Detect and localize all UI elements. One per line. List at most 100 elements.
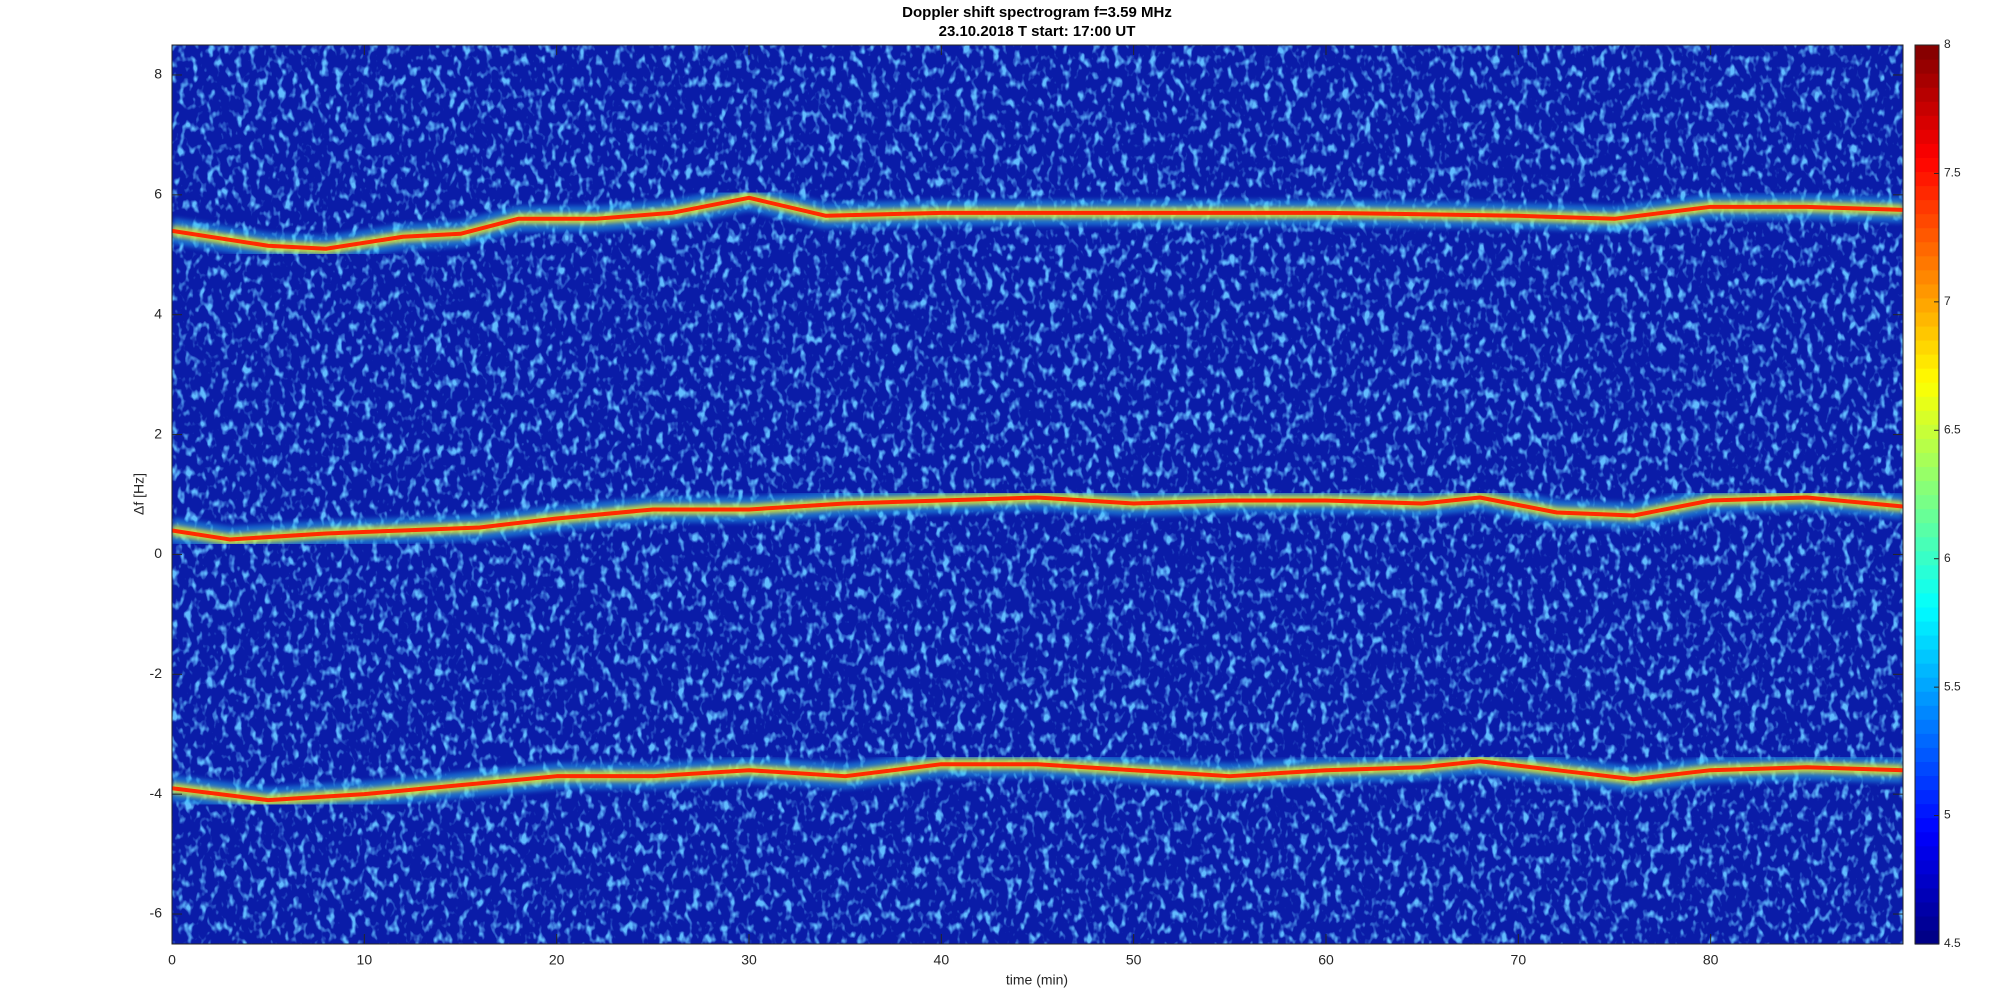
colorbar-cell [1915,227,1939,243]
colorbar-cell [1915,87,1939,102]
colorbar-cell [1915,143,1939,158]
colorbar-cell [1915,382,1939,397]
colorbar-cell [1915,817,1939,833]
trace [172,495,1903,542]
colorbar-cell [1915,803,1939,819]
x-axis-label: time (min) [1006,972,1068,988]
colorbar-tick-label: 7 [1944,294,1951,308]
y-tick-label: -4 [150,785,163,801]
colorbar-tick-label: 5.5 [1944,679,1961,693]
colorbar-cell [1915,396,1939,411]
trace [172,195,1903,251]
traces [172,184,1903,814]
colorbar-cell [1915,438,1939,453]
colorbar-tick-label: 6 [1944,551,1951,565]
colorbar-cell [1915,45,1939,60]
colorbar-cell [1915,59,1939,74]
colorbar-cell [1915,775,1939,791]
colorbar-cell [1915,466,1939,482]
colorbar-cell [1915,101,1939,116]
colorbar-cell [1915,325,1939,341]
x-tick-label: 40 [934,952,950,968]
colorbar-cell [1915,536,1939,552]
x-tick-label: 70 [1511,952,1527,968]
colorbar-cell [1915,410,1939,425]
colorbar-cell [1915,157,1939,173]
colorbar-cell [1915,719,1939,734]
colorbar-cell [1915,761,1939,777]
colorbar-tick-label: 8 [1944,37,1951,51]
colorbar-tick-label: 4.5 [1944,936,1961,950]
x-tick-label: 80 [1703,952,1719,968]
colorbar-cell [1915,522,1939,538]
colorbar-cell [1915,873,1939,889]
colorbar-cell [1915,649,1939,664]
x-tick-label: 0 [168,952,176,968]
colorbar-cell [1915,213,1939,229]
colorbar-cell [1915,691,1939,706]
colorbar-cell [1915,269,1939,285]
colorbar-cell [1915,733,1939,748]
colorbar-cell [1915,424,1939,439]
y-tick-label: 4 [154,305,162,321]
colorbar-cell [1915,508,1939,524]
y-tick-label: 8 [154,66,162,82]
colorbar-cell [1915,592,1939,608]
colorbar-cell [1915,171,1939,187]
y-axis-label: Δf [Hz] [131,473,147,515]
colorbar-cell [1915,129,1939,144]
x-tick-label: 20 [549,952,565,968]
colorbar-cell [1915,929,1939,945]
colorbar-cell [1915,311,1939,327]
y-tick-label: -2 [150,665,163,681]
colorbar-cell [1915,845,1939,861]
colorbar-cell [1915,564,1939,580]
chart-title: Doppler shift spectrogram f=3.59 MHz [902,4,1172,21]
plot-frame [171,44,1904,945]
y-tick-label: 2 [154,425,162,441]
x-tick-label: 10 [357,952,373,968]
colorbar-cell [1915,480,1939,496]
colorbar-cell [1915,789,1939,805]
trace [172,759,1903,803]
colorbar-cell [1915,677,1939,692]
colorbar-cell [1915,115,1939,130]
colorbar-cell [1915,73,1939,88]
colorbar-cell [1915,241,1939,257]
y-tick-label: 6 [154,186,162,202]
colorbar-cell [1915,859,1939,875]
colorbar-tick-label: 7.5 [1944,166,1961,180]
colorbar-cell [1915,185,1939,201]
colorbar: 4.5 5 5.5 6 6.5 7 7.5 8 [1914,37,1961,950]
y-tick-label: -6 [150,905,163,921]
colorbar-cell [1915,831,1939,847]
colorbar-tick-label: 5 [1944,808,1951,822]
colorbar-cell [1915,663,1939,678]
colorbar-cell [1915,283,1939,299]
colorbar-cell [1915,452,1939,468]
y-tick-label: 0 [154,545,162,561]
x-tick-label: 50 [1126,952,1142,968]
colorbar-tick-label: 6.5 [1944,422,1961,436]
colorbar-cell [1915,915,1939,931]
x-tick-label: 30 [741,952,757,968]
colorbar-cell [1915,339,1939,355]
colorbar-cell [1915,297,1939,313]
colorbar-cell [1915,550,1939,566]
colorbar-cell [1915,606,1939,622]
colorbar-cell [1915,368,1939,383]
colorbar-cell [1915,747,1939,762]
colorbar-cell [1915,354,1939,369]
x-tick-label: 60 [1318,952,1334,968]
colorbar-cell [1915,620,1939,636]
colorbar-cell [1915,578,1939,594]
colorbar-cell [1915,199,1939,215]
colorbar-cell [1915,255,1939,271]
colorbar-cell [1915,901,1939,917]
colorbar-cell [1915,494,1939,510]
colorbar-cell [1915,705,1939,720]
colorbar-cell [1915,634,1939,650]
colorbar-cell [1915,887,1939,903]
